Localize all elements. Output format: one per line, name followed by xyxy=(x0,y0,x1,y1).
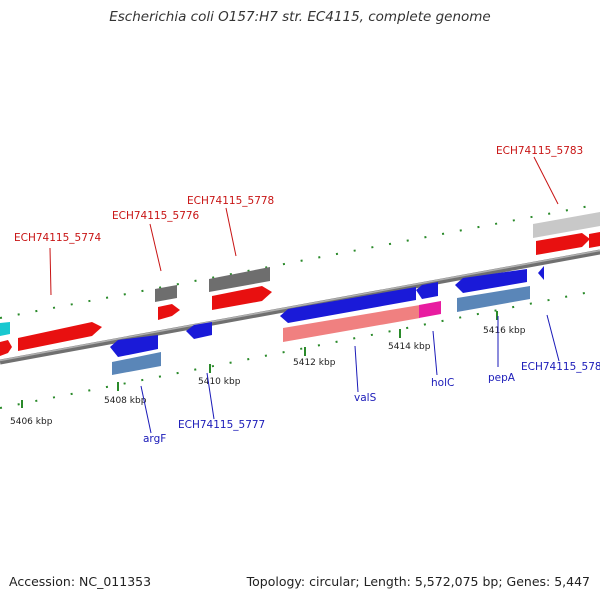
label-ech74115-5774[interactable]: ECH74115_5774 xyxy=(14,232,102,244)
leader-argF xyxy=(140,385,152,434)
backbone xyxy=(0,249,600,365)
label-argF[interactable]: argF xyxy=(143,433,166,445)
label-ech74115-5777[interactable]: ECH74115_5777 xyxy=(178,419,265,431)
label-ech74115-5783[interactable]: ECH74115_5783 xyxy=(496,145,583,157)
leader-5783 xyxy=(533,156,559,205)
genome-summary-text: Topology: circular; Length: 5,572,075 bp… xyxy=(246,574,590,589)
tick-label-5408: 5408 kbp xyxy=(104,396,147,406)
forward-genes xyxy=(0,212,600,351)
gene-holC-magenta[interactable] xyxy=(419,301,441,318)
gene-red-partial-right[interactable] xyxy=(589,232,600,248)
label-ech74115-5778[interactable]: ECH74115_5778 xyxy=(187,195,274,207)
gene-valS-blue[interactable] xyxy=(280,287,416,323)
gene-valS[interactable] xyxy=(283,305,420,342)
reverse-genes xyxy=(0,266,544,375)
map-title: Escherichia coli O157:H7 str. EC4115, co… xyxy=(109,9,491,25)
tick-label-5406: 5406 kbp xyxy=(10,417,53,427)
gene-grey-5776[interactable] xyxy=(155,285,177,302)
accession-text: Accession: NC_011353 xyxy=(9,574,152,589)
leader-5777 xyxy=(206,372,215,420)
gene-ech74115-5778[interactable] xyxy=(212,286,272,310)
gene-ech74115-5777[interactable] xyxy=(186,322,212,339)
gene-cyan-partial[interactable] xyxy=(0,322,10,336)
leader-holC xyxy=(432,330,438,376)
gene-ech74115-5776[interactable] xyxy=(158,304,180,320)
leader-5778 xyxy=(225,207,237,257)
kbp-ticks: 5406 kbp 5408 kbp 5410 kbp 5412 kbp 5414… xyxy=(10,311,526,427)
gene-ech74115-5782[interactable] xyxy=(538,266,544,280)
leader-5776 xyxy=(149,223,162,272)
leader-5774 xyxy=(49,247,52,296)
gene-grey-5778[interactable] xyxy=(209,267,270,292)
leader-5782 xyxy=(546,314,560,362)
label-holC[interactable]: holC xyxy=(431,377,454,389)
tick-label-5416: 5416 kbp xyxy=(483,326,526,336)
tick-label-5410: 5410 kbp xyxy=(198,377,241,387)
gene-ech74115-5774[interactable] xyxy=(18,322,102,351)
gene-red-partial-left[interactable] xyxy=(0,340,12,356)
leader-valS xyxy=(354,345,359,393)
gene-argF-blue[interactable] xyxy=(110,335,158,357)
gene-ech74115-5783[interactable] xyxy=(536,233,590,255)
tick-label-5414: 5414 kbp xyxy=(388,342,431,352)
gene-labels: ECH74115_5774 ECH74115_5776 ECH74115_577… xyxy=(14,145,600,445)
label-leaders xyxy=(49,156,560,434)
gene-holC[interactable] xyxy=(416,282,438,299)
label-ech74115-5776[interactable]: ECH74115_5776 xyxy=(112,210,200,222)
gene-argF[interactable] xyxy=(112,352,161,375)
tick-label-5412: 5412 kbp xyxy=(293,358,336,368)
gene-pepA[interactable] xyxy=(457,286,530,312)
backbone-highlight xyxy=(0,249,600,362)
gene-light-grey-5783[interactable] xyxy=(533,212,600,238)
label-valS[interactable]: valS xyxy=(354,392,377,404)
label-pepA[interactable]: pepA xyxy=(488,372,516,384)
label-ech74115-5782[interactable]: ECH74115_5782 xyxy=(521,361,600,373)
gene-pepA-blue[interactable] xyxy=(455,269,527,293)
